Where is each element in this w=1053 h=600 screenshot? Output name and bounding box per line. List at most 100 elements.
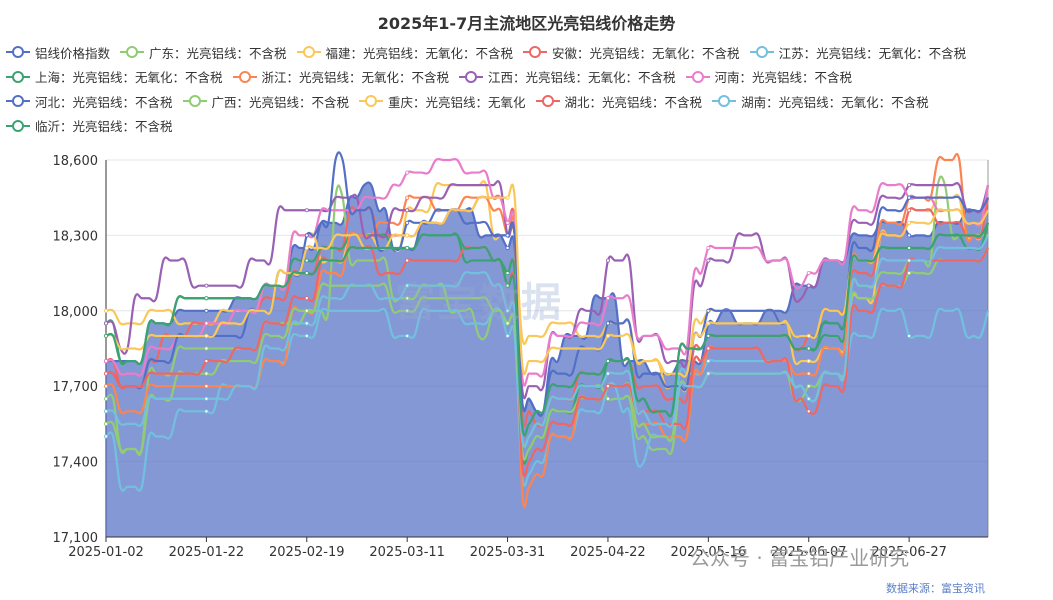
series-point-7: [405, 208, 410, 213]
legend-item[interactable]: 铝线价格指数: [6, 43, 110, 62]
series-point-14: [605, 359, 610, 364]
series-point-12: [405, 258, 410, 263]
legend-item[interactable]: 重庆：光亮铝线：无氧化: [359, 92, 526, 111]
series-point-1: [204, 346, 209, 351]
center-watermark: 富宝数据: [395, 280, 563, 326]
x-tick-label: 2025-05-16: [671, 545, 747, 560]
series-line-12: [105, 244, 989, 478]
series-point-2: [806, 359, 811, 364]
legend-label: 江苏：光亮铝线：无氧化：不含税: [778, 45, 967, 61]
series-point-14: [405, 245, 410, 250]
series-point-9: [907, 195, 912, 200]
series-point-4: [907, 333, 912, 338]
series-point-11: [405, 233, 410, 238]
legend-marker-icon: [459, 70, 484, 83]
series-point-9: [405, 220, 410, 225]
series-point-13: [907, 258, 912, 263]
series-point-10: [304, 308, 309, 313]
legend-marker-icon: [6, 70, 30, 83]
series-point-6: [806, 371, 811, 376]
y-tick-label: 18,600: [53, 154, 99, 169]
legend-row: 上海：光亮铝线：无氧化：不含税 浙江：光亮铝线：无氧化：不含税 江西：光亮铝线：无氧…: [6, 65, 1051, 90]
series-point-9: [304, 233, 309, 238]
series-point-11: [907, 220, 912, 225]
legend-label: 江西：光亮铝线：无氧化：不含税: [488, 70, 676, 86]
series-point-10: [505, 321, 510, 326]
series-point-6: [104, 384, 109, 389]
series-point-1: [605, 396, 610, 401]
y-tick-label: 18,300: [53, 229, 99, 244]
series-point-13: [304, 321, 309, 326]
legend-item[interactable]: 湖北：光亮铝线：不含税: [535, 92, 702, 111]
series-point-13: [505, 308, 510, 313]
series-point-0: [204, 308, 209, 313]
legend-marker-icon: [749, 46, 774, 59]
series-point-10: [405, 308, 410, 313]
series-point-8: [405, 170, 410, 175]
legend-marker-icon: [120, 46, 145, 59]
series-point-12: [204, 359, 209, 364]
series-point-14: [304, 271, 309, 276]
x-tick-label: 2025-04-22: [570, 545, 646, 560]
source-note: 数据来源：富宝资讯: [886, 582, 985, 595]
series-line-14: [105, 222, 989, 437]
series-point-5: [304, 258, 309, 263]
series-point-13: [706, 371, 711, 376]
legend-item[interactable]: 福建：光亮铝线：无氧化：不含税: [296, 43, 514, 62]
legend-item[interactable]: 广西：光亮铝线：不含税: [182, 92, 350, 111]
legend-marker-icon: [296, 46, 321, 59]
series-point-3: [907, 208, 912, 213]
legend-item[interactable]: 浙江：光亮铝线：无氧化：不含税: [232, 67, 449, 86]
legend-item[interactable]: 河南：光亮铝线：不含税: [685, 67, 852, 86]
legend-marker-icon: [182, 95, 207, 108]
legend-item[interactable]: 江苏：光亮铝线：无氧化：不含税: [749, 43, 967, 62]
series-point-9: [505, 233, 510, 238]
series-point-4: [204, 409, 209, 414]
legend-item[interactable]: 临沂：光亮铝线：不含税: [6, 116, 173, 135]
x-tick-label: 2025-06-27: [871, 545, 947, 560]
series-point-12: [706, 346, 711, 351]
legend-item[interactable]: 上海：光亮铝线：无氧化：不含税: [6, 67, 223, 86]
series-point-14: [907, 245, 912, 250]
legend-label: 河北：光亮铝线：不含税: [35, 94, 173, 110]
legend-label: 安徽：光亮铝线：无氧化：不含税: [552, 45, 740, 61]
legend-label: 福建：光亮铝线：无氧化：不含税: [325, 45, 514, 61]
legend-item[interactable]: 广东：光亮铝线：不含税: [120, 43, 287, 62]
series-point-8: [605, 296, 610, 301]
legend-marker-icon: [6, 119, 30, 132]
series-point-0: [505, 245, 510, 250]
series-point-13: [204, 396, 209, 401]
y-tick-label: 17,100: [53, 531, 99, 546]
series-point-8: [104, 359, 109, 364]
series-point-14: [104, 333, 109, 338]
legend-label: 重庆：光亮铝线：无氧化: [388, 94, 526, 110]
series-point-1: [405, 296, 410, 301]
series-point-7: [104, 321, 109, 326]
legend-item[interactable]: 河北：光亮铝线：不含税: [6, 92, 173, 111]
y-tick-label: 18,000: [53, 305, 99, 320]
series-point-4: [104, 434, 109, 439]
series-point-8: [806, 271, 811, 276]
series-point-0: [907, 233, 912, 238]
series-point-10: [907, 271, 912, 276]
series-point-11: [505, 195, 510, 200]
x-tick-label: 2025-01-22: [169, 545, 245, 560]
legend-item[interactable]: 湖南：光亮铝线：无氧化：不含税: [712, 92, 929, 111]
series-point-7: [706, 258, 711, 263]
series-point-7: [304, 208, 309, 213]
legend-item[interactable]: 安徽：光亮铝线：无氧化：不含税: [523, 43, 740, 62]
series-point-12: [304, 296, 309, 301]
series-point-7: [806, 283, 811, 288]
series-line-8: [105, 157, 990, 387]
y-tick-label: 17,700: [53, 380, 99, 395]
legend-item[interactable]: 江西：光亮铝线：无氧化：不含税: [459, 67, 676, 86]
x-tick-label: 2025-02-19: [269, 545, 345, 560]
series-point-11: [605, 333, 610, 338]
series-point-12: [806, 409, 811, 414]
series-point-9: [706, 308, 711, 313]
series-point-11: [204, 333, 209, 338]
x-tick-label: 2025-06-07: [771, 545, 847, 560]
legend-label: 广西：光亮铝线：不含税: [211, 94, 350, 110]
watermark-text: 公众号 · 富宝铝产业研究: [690, 546, 910, 570]
series-point-1: [806, 384, 811, 389]
